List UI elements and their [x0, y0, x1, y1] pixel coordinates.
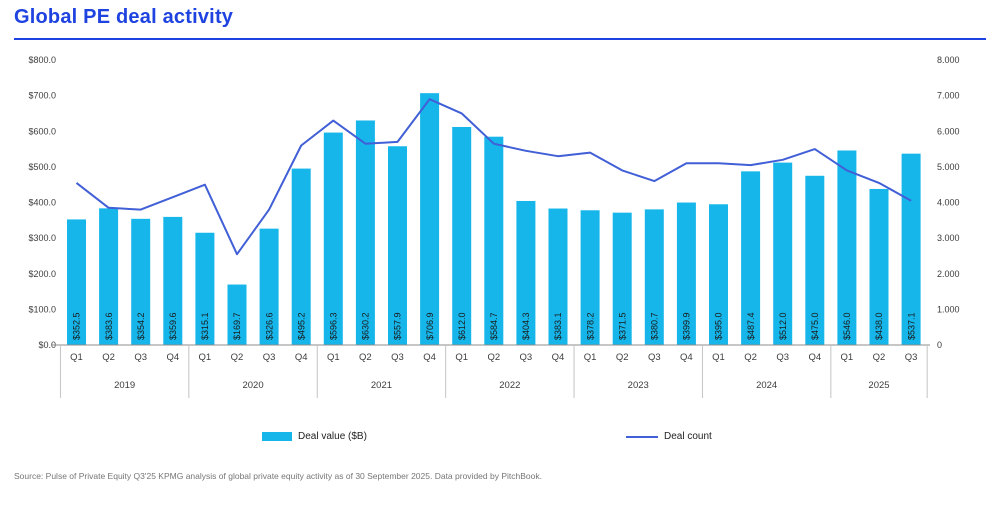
- legend-label-deal-count: Deal count: [664, 431, 712, 442]
- svg-text:$380.7: $380.7: [650, 312, 660, 340]
- svg-text:$500.0: $500.0: [28, 162, 56, 172]
- svg-text:5.000: 5.000: [937, 162, 960, 172]
- svg-text:Q2: Q2: [873, 352, 886, 363]
- page-title: Global PE deal activity: [14, 6, 234, 28]
- svg-text:$354.2: $354.2: [136, 312, 146, 340]
- svg-text:$630.2: $630.2: [361, 312, 371, 340]
- legend-label-deal-value: Deal value ($B): [298, 431, 367, 442]
- svg-text:Q2: Q2: [359, 352, 372, 363]
- svg-text:6.000: 6.000: [937, 126, 960, 136]
- svg-text:$706.9: $706.9: [425, 312, 435, 340]
- deal-count-line-icon: [626, 435, 658, 438]
- svg-text:$399.9: $399.9: [682, 312, 692, 340]
- svg-text:Q3: Q3: [391, 352, 404, 363]
- svg-text:$169.7: $169.7: [232, 312, 242, 340]
- svg-text:$359.6: $359.6: [168, 312, 178, 340]
- svg-text:Q1: Q1: [584, 352, 597, 363]
- svg-text:Q2: Q2: [231, 352, 244, 363]
- svg-text:$557.9: $557.9: [393, 312, 403, 340]
- svg-text:Q3: Q3: [776, 352, 789, 363]
- svg-text:Q3: Q3: [905, 352, 918, 363]
- svg-text:$700.0: $700.0: [28, 91, 56, 101]
- svg-text:$0.0: $0.0: [38, 340, 56, 350]
- svg-text:4.000: 4.000: [937, 198, 960, 208]
- svg-text:$300.0: $300.0: [28, 233, 56, 243]
- svg-text:Q4: Q4: [166, 352, 179, 363]
- svg-text:Q4: Q4: [295, 352, 308, 363]
- svg-text:$487.4: $487.4: [746, 312, 756, 340]
- svg-text:$584.7: $584.7: [489, 312, 499, 340]
- legend-item-deal-count: Deal count: [626, 431, 712, 442]
- svg-text:$596.3: $596.3: [329, 312, 339, 340]
- svg-text:$200.0: $200.0: [28, 269, 56, 279]
- svg-text:$600.0: $600.0: [28, 126, 56, 136]
- svg-text:$537.1: $537.1: [906, 312, 916, 340]
- svg-text:$383.1: $383.1: [553, 312, 563, 340]
- title-underline-rule: [14, 38, 986, 40]
- svg-text:0: 0: [937, 340, 942, 350]
- svg-text:Q3: Q3: [134, 352, 147, 363]
- svg-text:2025: 2025: [868, 380, 889, 391]
- svg-text:$404.3: $404.3: [521, 312, 531, 340]
- svg-text:$371.5: $371.5: [617, 312, 627, 340]
- svg-text:$395.0: $395.0: [714, 312, 724, 340]
- svg-text:2020: 2020: [242, 380, 263, 391]
- svg-text:Q4: Q4: [423, 352, 436, 363]
- svg-text:2019: 2019: [114, 380, 135, 391]
- pe-deal-activity-chart: $0.0 $100.0 $200.0 $300.0 $400.0 $500.0 $600.0…: [0, 45, 1000, 407]
- svg-text:8.000: 8.000: [937, 55, 960, 65]
- svg-text:Q1: Q1: [70, 352, 83, 363]
- svg-text:Q4: Q4: [680, 352, 693, 363]
- legend-item-deal-value: Deal value ($B): [262, 431, 367, 442]
- svg-text:Q3: Q3: [263, 352, 276, 363]
- svg-text:$546.0: $546.0: [842, 312, 852, 340]
- svg-text:3.000: 3.000: [937, 233, 960, 243]
- svg-text:Q4: Q4: [808, 352, 821, 363]
- svg-text:$383.6: $383.6: [104, 312, 114, 340]
- svg-text:Q2: Q2: [487, 352, 500, 363]
- svg-text:Q2: Q2: [102, 352, 115, 363]
- svg-text:2021: 2021: [371, 380, 392, 391]
- svg-text:$326.6: $326.6: [264, 312, 274, 340]
- svg-text:2024: 2024: [756, 380, 777, 391]
- svg-text:2022: 2022: [499, 380, 520, 391]
- svg-text:$400.0: $400.0: [28, 198, 56, 208]
- svg-text:Q1: Q1: [712, 352, 725, 363]
- svg-text:$438.0: $438.0: [874, 312, 884, 340]
- svg-text:Q2: Q2: [744, 352, 757, 363]
- svg-text:$378.2: $378.2: [585, 312, 595, 340]
- svg-text:Q1: Q1: [327, 352, 340, 363]
- svg-text:Q1: Q1: [455, 352, 468, 363]
- svg-text:$612.0: $612.0: [457, 312, 467, 340]
- svg-text:$100.0: $100.0: [28, 304, 56, 314]
- svg-text:2.000: 2.000: [937, 269, 960, 279]
- svg-text:$475.0: $475.0: [810, 312, 820, 340]
- svg-text:Q3: Q3: [648, 352, 661, 363]
- svg-text:Q1: Q1: [199, 352, 212, 363]
- svg-text:1.000: 1.000: [937, 304, 960, 314]
- svg-text:Q1: Q1: [841, 352, 854, 363]
- svg-text:$315.1: $315.1: [200, 312, 210, 340]
- svg-text:$495.2: $495.2: [296, 312, 306, 340]
- deal-value-swatch-icon: [262, 432, 292, 441]
- source-note: Source: Pulse of Private Equity Q3'25 KP…: [14, 471, 542, 481]
- svg-text:7.000: 7.000: [937, 91, 960, 101]
- svg-text:Q4: Q4: [552, 352, 565, 363]
- svg-text:$800.0: $800.0: [28, 55, 56, 65]
- svg-text:$512.0: $512.0: [778, 312, 788, 340]
- svg-text:2023: 2023: [628, 380, 649, 391]
- svg-text:Q2: Q2: [616, 352, 629, 363]
- svg-text:Q3: Q3: [520, 352, 533, 363]
- svg-text:$352.5: $352.5: [72, 312, 82, 340]
